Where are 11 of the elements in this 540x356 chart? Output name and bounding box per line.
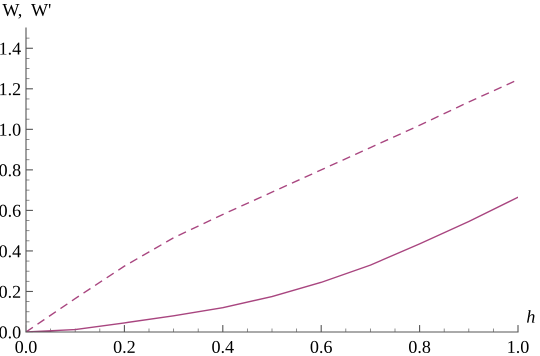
x-tick-label: 0.0 <box>15 340 37 354</box>
x-tick-label: 0.2 <box>114 340 135 354</box>
y-tick-label: 1.0 <box>0 124 20 136</box>
y-axis-title: W, W' <box>2 4 51 19</box>
y-tick-label: 1.4 <box>0 42 21 55</box>
x-tick-label: 0.6 <box>310 340 332 354</box>
y-tick-label: 1.2 <box>0 83 20 96</box>
x-tick-label: 0.8 <box>409 340 430 354</box>
x-tick-label: 1.0 <box>508 340 529 354</box>
x-axis-title: h <box>526 310 535 323</box>
x-tick-label: 0.4 <box>212 340 234 354</box>
